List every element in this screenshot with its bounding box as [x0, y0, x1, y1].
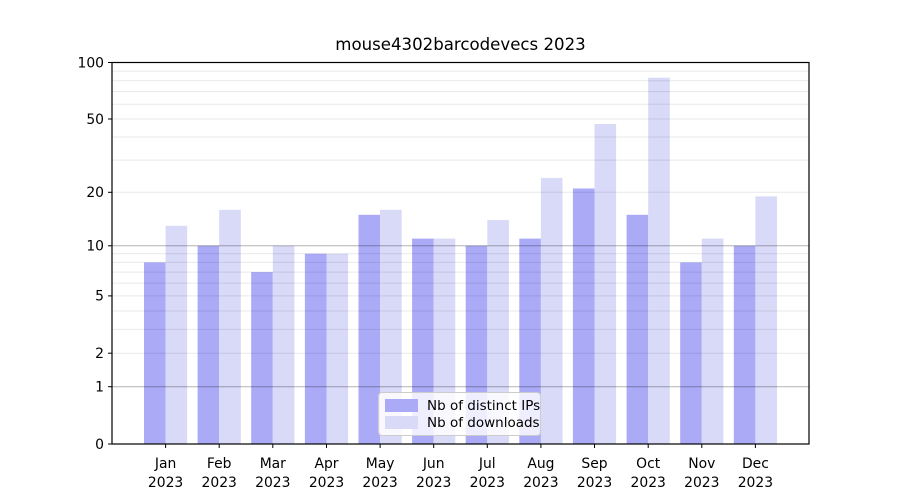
bar-downloads-may: [380, 209, 402, 444]
bar-downloads-jan: [165, 225, 188, 444]
bar-ips-jan: [144, 262, 166, 444]
bar-downloads-oct: [648, 77, 670, 444]
y-tick-label: 10: [86, 239, 104, 255]
bar-ips-sep: [572, 188, 595, 444]
y-tick-label: 5: [95, 289, 104, 305]
x-tick-year-label: 2023: [523, 475, 558, 491]
x-tick-month-label: Jan: [154, 456, 176, 472]
x-tick-month-label: Aug: [527, 456, 554, 472]
bar-downloads-sep: [594, 124, 617, 444]
x-tick-year-label: 2023: [684, 475, 719, 491]
y-tick-label: 20: [86, 185, 104, 201]
x-tick-year-label: 2023: [202, 475, 237, 491]
bar-downloads-jul: [487, 220, 509, 444]
x-tick-month-label: May: [366, 456, 395, 472]
x-tick-month-label: Sep: [581, 456, 607, 472]
x-tick-year-label: 2023: [470, 475, 505, 491]
y-tick-label: 100: [77, 55, 104, 71]
bar-ips-feb: [197, 245, 220, 444]
bar-downloads-aug: [540, 177, 563, 444]
bar-downloads-feb: [219, 209, 241, 444]
legend-swatch-ips: [385, 399, 418, 412]
x-tick-month-label: Mar: [260, 456, 286, 472]
bar-ips-may: [358, 214, 381, 444]
bar-downloads-dec: [755, 196, 777, 444]
x-tick-year-label: 2023: [631, 475, 666, 491]
legend-item: Nb of distinct IPs: [385, 397, 540, 414]
x-tick-year-label: 2023: [255, 475, 290, 491]
x-tick-year-label: 2023: [416, 475, 451, 491]
bar-downloads-mar: [272, 245, 295, 444]
x-tick-year-label: 2023: [148, 475, 183, 491]
x-tick-month-label: Oct: [636, 456, 661, 472]
bar-ips-apr: [304, 253, 327, 444]
x-tick-year-label: 2023: [309, 475, 344, 491]
bar-ips-dec: [733, 245, 756, 444]
y-tick-label: 50: [86, 112, 104, 128]
y-tick-label: 0: [95, 437, 104, 453]
x-tick-month-label: Jul: [478, 456, 496, 472]
bar-downloads-apr: [326, 253, 349, 444]
legend-label: Nb of distinct IPs: [427, 397, 541, 414]
bar-downloads-nov: [701, 238, 724, 444]
y-tick-label: 1: [95, 380, 104, 396]
legend-swatch-downloads: [385, 416, 418, 429]
x-tick-month-label: Dec: [742, 456, 769, 472]
x-tick-month-label: Feb: [207, 456, 232, 472]
chart-title: mouse4302barcodevecs 2023: [335, 35, 586, 54]
x-tick-year-label: 2023: [738, 475, 773, 491]
bar-ips-nov: [680, 262, 702, 444]
x-tick-month-label: Nov: [688, 456, 715, 472]
x-tick-year-label: 2023: [577, 475, 612, 491]
plot-border: [111, 61, 810, 445]
legend: Nb of distinct IPs Nb of downloads: [378, 392, 541, 436]
bar-ips-mar: [251, 272, 273, 444]
legend-item: Nb of downloads: [385, 414, 540, 431]
x-tick-month-label: Jun: [422, 456, 445, 472]
x-tick-year-label: 2023: [362, 475, 397, 491]
x-tick-month-label: Apr: [314, 456, 338, 472]
y-tick-label: 2: [95, 346, 104, 362]
bar-ips-oct: [626, 214, 649, 444]
legend-label: Nb of downloads: [427, 414, 540, 431]
